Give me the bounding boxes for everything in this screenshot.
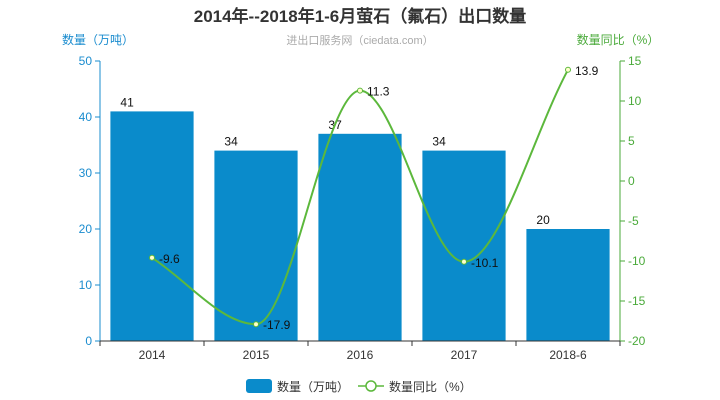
legend: 数量（万吨） 数量同比（%）: [246, 379, 472, 394]
x-axis-tick-label: 2015: [243, 348, 270, 362]
x-axis-tick-label: 2018-6: [549, 348, 587, 362]
left-axis-tick-label: 10: [79, 278, 93, 292]
yoy-point[interactable]: [253, 321, 259, 328]
left-axis-tick-label: 20: [79, 222, 93, 236]
yoy-point[interactable]: [461, 258, 467, 265]
left-axis-tick-label: 50: [79, 54, 93, 68]
bar-value-label: 20: [536, 213, 550, 227]
bar[interactable]: [422, 150, 506, 341]
bar-value-label: 34: [224, 135, 238, 149]
left-axis-tick-label: 0: [85, 334, 92, 348]
bar[interactable]: [318, 133, 402, 341]
left-axis-title: 数量（万吨）: [62, 32, 134, 47]
chart-subtitle: 进出口服务网（ciedata.com）: [286, 33, 433, 47]
legend-bar-swatch[interactable]: [246, 379, 272, 393]
right-axis-tick-label: 5: [628, 134, 635, 148]
bar-value-label: 41: [120, 95, 134, 109]
yoy-value-label: -9.6: [159, 252, 180, 266]
legend-bar-label[interactable]: 数量（万吨）: [277, 379, 349, 394]
legend-line-marker: [365, 380, 377, 392]
x-axis-tick-label: 2017: [451, 348, 478, 362]
x-axis-tick-label: 2016: [347, 348, 374, 362]
yoy-value-label: 13.9: [575, 64, 599, 78]
x-axis-tick-label: 2014: [139, 348, 166, 362]
right-axis-tick-label: -15: [628, 294, 646, 308]
bar-value-label: 34: [432, 135, 446, 149]
right-axis-title: 数量同比（%）: [577, 32, 660, 47]
yoy-value-label: -17.9: [263, 318, 291, 332]
left-axis-tick-label: 40: [79, 110, 93, 124]
right-axis-tick-label: -5: [628, 214, 639, 228]
yoy-value-label: -10.1: [471, 256, 499, 270]
legend-line-label[interactable]: 数量同比（%）: [389, 379, 472, 394]
plot-area: 413437342001020304050-20-15-10-505101520…: [79, 54, 646, 362]
bar[interactable]: [214, 150, 298, 341]
yoy-point[interactable]: [565, 66, 571, 73]
right-axis-tick-label: -20: [628, 334, 646, 348]
yoy-point[interactable]: [149, 254, 155, 261]
bar[interactable]: [526, 229, 610, 341]
left-axis-tick-label: 30: [79, 166, 93, 180]
bar[interactable]: [110, 111, 194, 342]
right-axis-tick-label: 15: [628, 54, 642, 68]
chart-title: 2014年--2018年1-6月萤石（氟石）出口数量: [194, 6, 527, 26]
right-axis-tick-label: -10: [628, 254, 646, 268]
yoy-point[interactable]: [357, 87, 363, 94]
right-axis-tick-label: 0: [628, 174, 635, 188]
yoy-value-label: 11.3: [367, 85, 390, 99]
right-axis-tick-label: 10: [628, 94, 642, 108]
